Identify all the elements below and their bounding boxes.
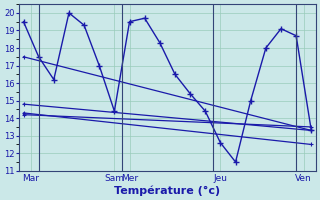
X-axis label: Température (°c): Température (°c) (114, 185, 220, 196)
